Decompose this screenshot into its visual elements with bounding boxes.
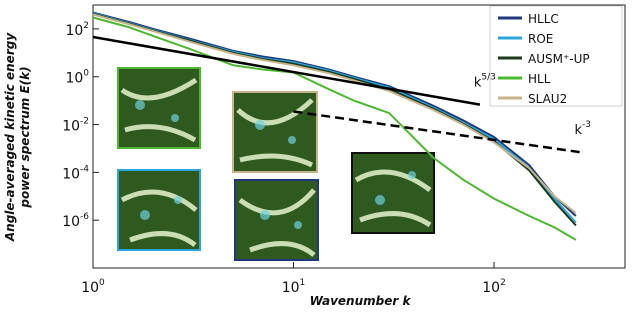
plot-frame <box>92 4 626 269</box>
inset-streaks <box>120 77 432 257</box>
x-tick-label: 100 <box>81 278 105 296</box>
y-tick-label: 10-4 <box>62 164 89 182</box>
x-tick-label-exp: 1 <box>300 278 306 288</box>
y-tick-label: 100 <box>65 69 89 87</box>
reference-label: k-3 <box>575 120 592 138</box>
y-tick-label-exp: 2 <box>83 21 89 31</box>
y-tick-label: 10-6 <box>62 212 89 230</box>
y-tick-label-exp: -4 <box>80 164 89 174</box>
y-tick-label-base: 10 <box>62 166 80 182</box>
reference-label-exp: 5/3 <box>481 73 495 83</box>
x-tick-label-exp: 0 <box>99 278 105 288</box>
x-tick-label-base: 10 <box>482 280 500 296</box>
inset-hllc <box>234 179 319 261</box>
x-tick-label-exp: 2 <box>500 278 506 288</box>
y-tick-label-base: 10 <box>65 71 83 87</box>
reference-label-base: k <box>575 123 583 138</box>
reference-line <box>92 35 481 106</box>
y-tick-label-base: 10 <box>65 23 83 39</box>
legend-label: AUSM⁺-UP <box>528 52 590 66</box>
x-axis-label: Wavenumber k <box>310 294 412 308</box>
series-line <box>92 11 577 217</box>
reference-label-exp: -3 <box>582 120 591 130</box>
y-tick-label-exp: 0 <box>83 69 89 79</box>
x-tick-label: 102 <box>482 278 506 296</box>
x-tick-label-base: 10 <box>81 280 99 296</box>
series-line <box>92 13 577 214</box>
y-tick-label: 102 <box>65 21 89 39</box>
insets <box>117 67 435 261</box>
y-tick-label-base: 10 <box>62 119 80 135</box>
x-tick-label: 101 <box>282 278 306 296</box>
legend-label: HLLC <box>528 12 559 26</box>
y-axis-label: power spectrum E(k) <box>18 66 32 208</box>
y-tick-label-exp: -6 <box>80 212 89 222</box>
y-tick-label-base: 10 <box>62 214 80 230</box>
y-tick-label-exp: -2 <box>80 117 89 127</box>
x-tick-label-base: 10 <box>282 280 300 296</box>
legend-label: SLAU2 <box>528 92 567 106</box>
reference-label: k5/3 <box>474 73 496 91</box>
series-line <box>92 16 577 241</box>
inset-vortices <box>135 100 416 229</box>
reference-label-base: k <box>474 76 482 91</box>
y-tick-label: 10-2 <box>62 117 89 135</box>
legend-label: HLL <box>528 72 551 86</box>
legend-box <box>489 5 623 107</box>
reference-line <box>293 110 581 154</box>
y-axis-label: Angle-averaged kinetic energy <box>3 32 17 242</box>
legend-label: ROE <box>528 32 553 46</box>
